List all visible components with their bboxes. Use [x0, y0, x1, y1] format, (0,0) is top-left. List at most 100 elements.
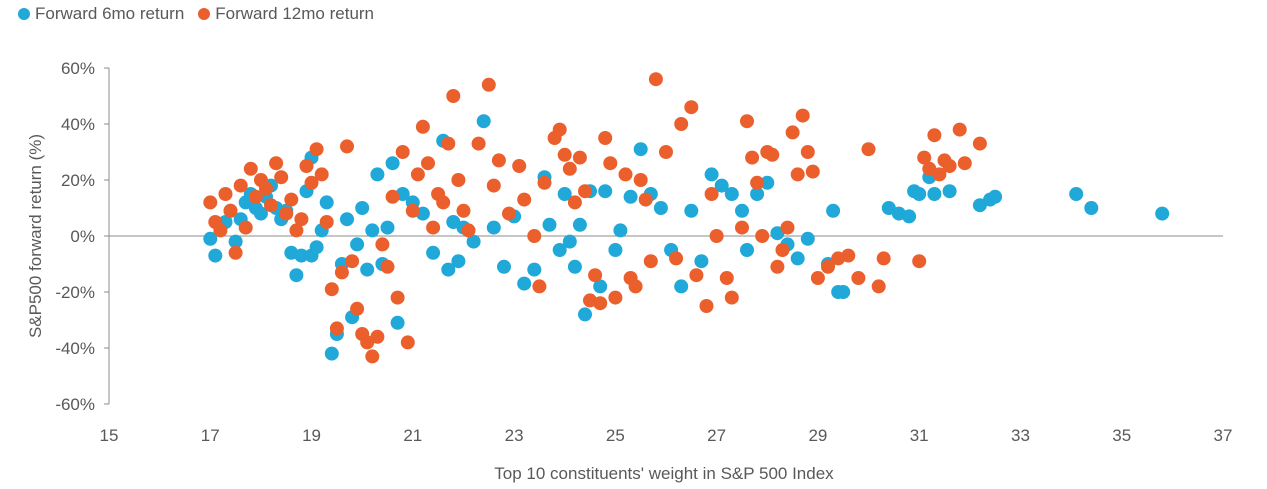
point-forward-12mo: [481, 77, 496, 92]
point-forward-6mo: [593, 279, 608, 294]
point-forward-6mo: [557, 187, 572, 201]
point-forward-12mo: [628, 279, 643, 294]
point-forward-12mo: [957, 156, 972, 171]
point-forward-12mo: [309, 142, 324, 157]
point-forward-12mo: [441, 136, 456, 151]
point-forward-12mo: [537, 175, 552, 190]
point-forward-6mo: [740, 243, 754, 257]
point-forward-12mo: [223, 203, 238, 218]
point-forward-12mo: [350, 301, 365, 316]
point-forward-6mo: [1069, 187, 1084, 201]
y-tick-label: 60%: [61, 59, 95, 78]
legend-swatch-series1: [18, 8, 30, 20]
data-points: [203, 72, 1170, 364]
point-forward-6mo: [653, 201, 668, 215]
point-forward-6mo: [324, 346, 339, 361]
point-forward-12mo: [314, 167, 329, 182]
point-forward-6mo: [790, 251, 805, 266]
x-tick-label: 23: [505, 426, 524, 445]
point-forward-12mo: [851, 271, 866, 285]
point-forward-12mo: [684, 100, 699, 115]
point-forward-6mo: [567, 259, 582, 274]
point-forward-12mo: [674, 117, 689, 131]
legend: Forward 6mo return Forward 12mo return: [18, 4, 374, 24]
point-forward-12mo: [279, 206, 294, 221]
point-forward-12mo: [876, 251, 891, 266]
point-forward-12mo: [375, 237, 390, 252]
point-forward-12mo: [228, 245, 243, 260]
point-forward-12mo: [638, 192, 653, 207]
point-forward-12mo: [365, 349, 380, 364]
point-forward-12mo: [917, 150, 932, 165]
point-forward-12mo: [218, 187, 233, 201]
point-forward-12mo: [370, 329, 385, 344]
point-forward-12mo: [405, 203, 420, 218]
point-forward-6mo: [340, 212, 354, 227]
y-tick-label: -60%: [55, 395, 95, 414]
point-forward-12mo: [284, 192, 299, 207]
y-tick-label: 20%: [61, 171, 95, 190]
point-forward-6mo: [562, 234, 577, 249]
point-forward-12mo: [775, 243, 790, 257]
point-forward-12mo: [821, 259, 835, 274]
point-forward-12mo: [780, 220, 795, 235]
point-forward-12mo: [390, 290, 405, 305]
point-forward-12mo: [345, 254, 360, 269]
point-forward-12mo: [557, 147, 572, 162]
point-forward-12mo: [410, 167, 425, 182]
point-forward-12mo: [800, 145, 815, 159]
point-forward-12mo: [603, 156, 618, 171]
point-forward-6mo: [542, 217, 557, 232]
point-forward-6mo: [350, 237, 365, 252]
y-axis-label: S&P500 forward return (%): [26, 134, 45, 338]
point-forward-12mo: [643, 254, 658, 269]
point-forward-12mo: [562, 161, 577, 176]
point-forward-6mo: [294, 248, 309, 263]
point-forward-12mo: [426, 220, 441, 235]
point-forward-6mo: [380, 220, 395, 235]
point-forward-12mo: [972, 136, 987, 151]
point-forward-12mo: [512, 159, 527, 173]
point-forward-6mo: [972, 198, 987, 213]
point-forward-6mo: [228, 234, 243, 249]
point-forward-12mo: [810, 271, 825, 285]
point-forward-6mo: [441, 262, 456, 277]
point-forward-12mo: [471, 136, 486, 151]
x-tick-label: 35: [1112, 426, 1131, 445]
point-forward-12mo: [491, 153, 506, 168]
point-forward-12mo: [213, 223, 228, 238]
point-forward-12mo: [380, 259, 395, 274]
point-forward-12mo: [861, 142, 876, 157]
point-forward-6mo: [800, 231, 815, 246]
point-forward-12mo: [750, 175, 765, 190]
point-forward-12mo: [436, 195, 451, 210]
point-forward-12mo: [755, 229, 770, 243]
point-forward-6mo: [714, 178, 729, 193]
point-forward-12mo: [421, 156, 435, 171]
point-forward-6mo: [942, 184, 957, 199]
point-forward-12mo: [269, 156, 284, 171]
point-forward-6mo: [608, 243, 623, 257]
point-forward-12mo: [299, 159, 314, 173]
point-forward-6mo: [1084, 201, 1099, 215]
point-forward-6mo: [360, 262, 375, 277]
point-forward-6mo: [370, 167, 385, 182]
point-forward-6mo: [289, 268, 304, 283]
y-tick-label: 0%: [70, 227, 95, 246]
point-forward-12mo: [233, 178, 248, 193]
point-forward-12mo: [517, 192, 532, 207]
point-forward-6mo: [902, 209, 917, 224]
point-forward-6mo: [203, 231, 218, 246]
point-forward-6mo: [724, 187, 739, 201]
point-forward-12mo: [740, 114, 754, 129]
x-tick-label: 33: [1011, 426, 1030, 445]
x-tick-label: 37: [1214, 426, 1233, 445]
point-forward-6mo: [552, 243, 567, 257]
point-forward-6mo: [486, 220, 501, 235]
point-forward-12mo: [633, 173, 648, 187]
point-forward-12mo: [319, 215, 334, 229]
point-forward-12mo: [567, 195, 582, 210]
point-forward-12mo: [699, 299, 714, 313]
point-forward-6mo: [446, 215, 461, 229]
